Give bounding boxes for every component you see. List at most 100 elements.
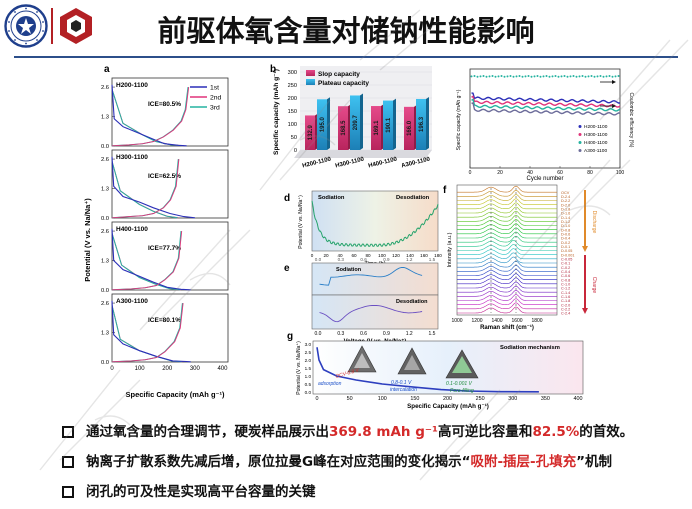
cycle-xtick: 40	[527, 170, 533, 176]
mechanism-title: Sodiation mechanism	[500, 345, 560, 351]
profile-curve-charge-2	[111, 231, 183, 291]
ce-point	[608, 75, 611, 77]
raman-state-label: C-1.8	[561, 299, 570, 303]
raman-state-label: D-1.6	[561, 212, 570, 216]
diffusion-top-xtick: 0.6	[360, 257, 367, 262]
diffusion-xtick: 0.3	[337, 331, 344, 337]
panel-letter-f: f	[443, 185, 447, 196]
raman-state-label: OCV	[561, 191, 570, 195]
ce-point	[566, 75, 569, 78]
profile-curve-charge-2	[111, 303, 184, 363]
raman-spectrum	[457, 294, 557, 301]
ce-point	[527, 75, 530, 77]
logo-separator	[51, 8, 53, 44]
ce-point	[521, 75, 524, 78]
mechanism-xtick: 0	[316, 396, 319, 402]
diffusion-xticks: 0.0 0.0 0.3 0.3 0.6 0.6 0.9 0.9 1.2 1.2 1.5 1.5	[315, 257, 436, 337]
ce-point	[506, 75, 509, 78]
gitt-xtick: 80	[365, 253, 371, 258]
raman-xtick: 1000	[451, 318, 462, 324]
bar-side-plateau-capacity	[393, 98, 396, 150]
raman-state-label: C-0.2	[561, 266, 570, 270]
raman-state-label: C-1.6	[561, 295, 570, 299]
raman-spectrum	[457, 289, 557, 297]
raman-state-label: C-1.0	[561, 282, 570, 286]
cycling-xlabel: Cycle number	[526, 176, 563, 182]
bullet-2-pre: 钠离子扩散系数先减后增，原位拉曼G峰在对应范围的变化揭示“	[86, 454, 471, 470]
raman-spectrum	[457, 227, 557, 235]
raman-spectrum	[457, 198, 557, 205]
raman-xtick: 1800	[531, 318, 542, 324]
raman-spectrum	[457, 185, 557, 193]
raman-spectrum	[457, 264, 557, 272]
bullet-1-highlight-capacity: 369.8 mAh g⁻¹	[329, 424, 438, 440]
cycle-xtick: 100	[616, 170, 625, 176]
bar-category-label: H300-1100	[335, 156, 366, 169]
gitt-xtick: 40	[337, 253, 343, 258]
profile-sample-name: H200-1100	[116, 82, 148, 89]
ce-point	[545, 75, 548, 77]
ce-point	[524, 75, 527, 78]
profile-ytick: 2.6	[101, 85, 109, 91]
mechanism-xtick: 150	[410, 396, 419, 402]
raman-state-label: C-2.4	[561, 312, 570, 316]
bar-ytick: 50	[291, 135, 297, 141]
capacity-series-h300-1100	[471, 95, 621, 108]
ce-point	[572, 75, 575, 77]
raman-state-label: D-0.001	[561, 253, 575, 257]
ce-point	[482, 75, 485, 77]
cycle-xtick: 80	[587, 170, 593, 176]
bullet-2-post: ”机制	[576, 454, 613, 470]
cycle-legend-marker	[578, 133, 582, 136]
mechanism-ytick: 2.5	[305, 350, 312, 355]
label-mid-range: 0.8-0.1 V	[391, 380, 412, 386]
diffusion-top-xtick: 1.2	[406, 257, 413, 262]
bar-value-label: 196.3	[419, 116, 425, 132]
bar-side-plateau-capacity	[327, 97, 330, 150]
bar-slop-capacity	[305, 115, 315, 150]
institute-hex-logo-icon	[60, 8, 92, 44]
ce-point	[497, 75, 500, 78]
figure: a Potential (V vs. Na/Na⁺) 0.0 1.3 2.6 H200…	[83, 64, 634, 410]
cycle-xtick: 0	[469, 170, 472, 176]
bar-value-label: 190.1	[386, 117, 392, 133]
ce-point	[581, 75, 584, 77]
raman-state-label: C-0.4	[561, 270, 570, 274]
panel-a-xticks: 0 100 200 300 400	[110, 366, 228, 372]
ce-point	[563, 75, 566, 77]
profile-frame-4	[111, 293, 229, 363]
label-pore-filling: Pore-filling	[450, 388, 474, 394]
profile-ytick: 1.3	[101, 331, 109, 337]
bar-category-label: H400-1100	[368, 156, 399, 169]
raman-state-label: D-0.6	[561, 232, 570, 236]
ce-point	[539, 75, 542, 78]
ce-point	[548, 75, 551, 78]
raman-spectrum	[457, 252, 557, 260]
bar-plateau-capacity	[383, 100, 393, 150]
carbon-particle-icons	[347, 345, 479, 379]
profile-ytick: 2.6	[101, 229, 109, 235]
cycling-plot-frame	[469, 68, 621, 169]
gitt-xtick: 60	[351, 253, 357, 258]
bar-slop-capacity	[371, 106, 381, 150]
mechanism-ytick: 2.0	[305, 358, 312, 363]
ce-point	[560, 75, 563, 78]
university-seal-icon	[4, 4, 48, 48]
raman-spectrum	[457, 235, 557, 243]
bar-value-label: 195.0	[320, 116, 326, 132]
diffusion-xtick: 0.6	[360, 331, 367, 337]
bar-value-label: 132.9	[308, 125, 314, 141]
capacity-series-h200-1100	[471, 92, 620, 104]
panel-letter-g: g	[287, 331, 293, 342]
mechanism-xtick: 300	[508, 396, 517, 402]
bar-ytick: 150	[288, 109, 297, 115]
ce-point	[554, 75, 557, 77]
raman-spectrum	[457, 273, 557, 280]
bar-value-label: 169.1	[374, 120, 380, 136]
ce-point	[509, 75, 512, 77]
bar-category-label: H200-1100	[302, 156, 333, 169]
raman-xtick: 1200	[471, 318, 482, 324]
bar-slop-capacity	[338, 106, 348, 150]
raman-state-label: C-1.2	[561, 287, 570, 291]
diffusion-top-xtick: 1.5	[429, 257, 436, 262]
